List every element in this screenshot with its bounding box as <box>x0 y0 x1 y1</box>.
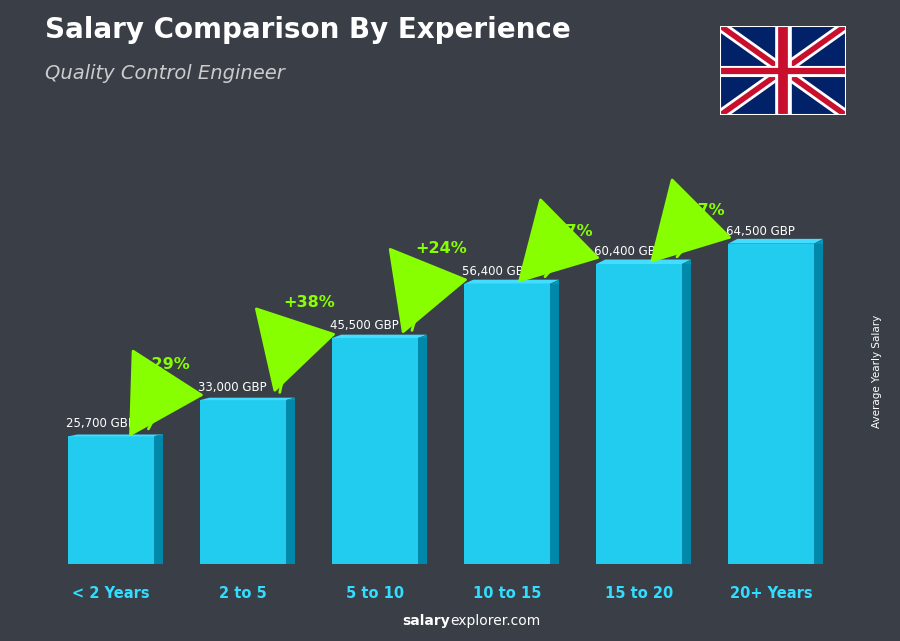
Polygon shape <box>596 260 691 264</box>
Text: 45,500 GBP: 45,500 GBP <box>330 319 399 332</box>
Polygon shape <box>550 284 559 564</box>
Text: +24%: +24% <box>415 241 467 256</box>
Polygon shape <box>332 335 428 338</box>
Bar <box>596 264 682 564</box>
Text: 64,500 GBP: 64,500 GBP <box>726 225 795 238</box>
Text: 5 to 10: 5 to 10 <box>346 586 404 601</box>
Text: 15 to 20: 15 to 20 <box>605 586 673 601</box>
Polygon shape <box>814 244 824 564</box>
Text: Salary Comparison By Experience: Salary Comparison By Experience <box>45 16 571 44</box>
Polygon shape <box>154 435 163 437</box>
Polygon shape <box>154 437 163 564</box>
FancyArrowPatch shape <box>520 200 598 281</box>
FancyArrowPatch shape <box>391 249 465 331</box>
Polygon shape <box>200 397 295 400</box>
Polygon shape <box>286 397 295 400</box>
Text: 56,400 GBP: 56,400 GBP <box>462 265 531 278</box>
Bar <box>728 244 814 564</box>
Bar <box>68 437 154 564</box>
Polygon shape <box>286 400 295 564</box>
Text: 20+ Years: 20+ Years <box>730 586 813 601</box>
Text: Quality Control Engineer: Quality Control Engineer <box>45 64 284 83</box>
Text: +7%: +7% <box>685 203 725 218</box>
Text: explorer.com: explorer.com <box>450 614 540 628</box>
Text: salary: salary <box>402 614 450 628</box>
Text: Average Yearly Salary: Average Yearly Salary <box>872 315 883 428</box>
Text: 2 to 5: 2 to 5 <box>219 586 267 601</box>
Polygon shape <box>814 239 824 244</box>
FancyArrowPatch shape <box>130 351 202 435</box>
Polygon shape <box>682 264 691 564</box>
Bar <box>332 338 418 564</box>
Text: +29%: +29% <box>138 357 190 372</box>
Polygon shape <box>682 260 691 264</box>
FancyArrowPatch shape <box>652 180 729 261</box>
Text: 33,000 GBP: 33,000 GBP <box>198 381 266 394</box>
Text: +7%: +7% <box>553 224 593 238</box>
Polygon shape <box>550 279 559 284</box>
Polygon shape <box>464 279 559 284</box>
FancyArrowPatch shape <box>256 309 333 392</box>
Text: 60,400 GBP: 60,400 GBP <box>594 245 663 258</box>
Polygon shape <box>728 239 824 244</box>
Text: 25,700 GBP: 25,700 GBP <box>66 417 135 431</box>
Text: +38%: +38% <box>284 295 335 310</box>
Polygon shape <box>68 435 163 437</box>
Bar <box>200 400 286 564</box>
Polygon shape <box>418 338 428 564</box>
Text: < 2 Years: < 2 Years <box>72 586 149 601</box>
Text: 10 to 15: 10 to 15 <box>472 586 541 601</box>
Bar <box>464 284 550 564</box>
Polygon shape <box>418 335 428 338</box>
